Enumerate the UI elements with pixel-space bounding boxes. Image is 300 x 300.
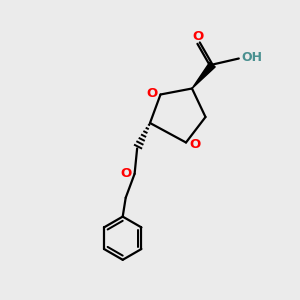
Text: O: O bbox=[189, 137, 201, 151]
Text: O: O bbox=[121, 167, 132, 180]
Polygon shape bbox=[192, 62, 215, 88]
Text: O: O bbox=[193, 30, 204, 43]
Text: OH: OH bbox=[241, 50, 262, 64]
Text: O: O bbox=[146, 86, 158, 100]
